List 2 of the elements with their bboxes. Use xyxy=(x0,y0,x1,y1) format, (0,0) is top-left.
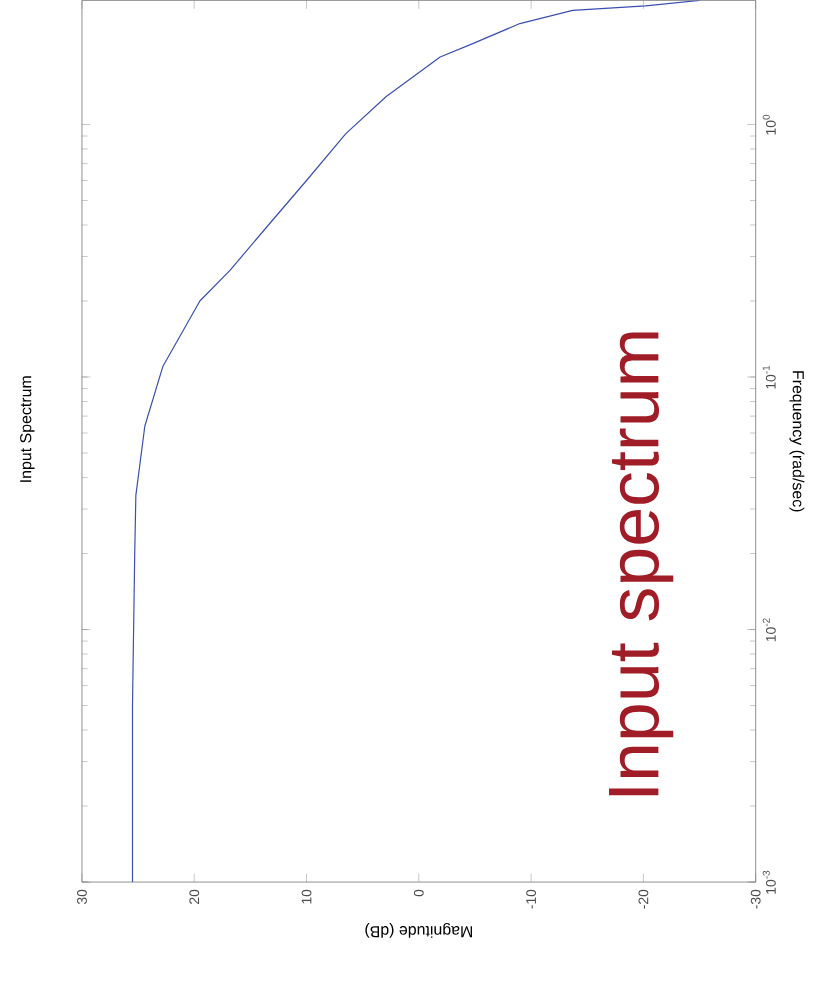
annotation: Input spectrum xyxy=(609,332,674,796)
line-series xyxy=(132,0,701,883)
